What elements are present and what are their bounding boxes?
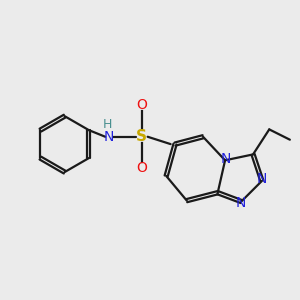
Text: N: N: [236, 196, 247, 210]
Text: H: H: [102, 118, 112, 131]
Text: N: N: [103, 130, 114, 144]
Text: O: O: [136, 161, 147, 175]
Text: N: N: [257, 172, 267, 186]
Text: O: O: [136, 98, 147, 112]
Text: N: N: [220, 152, 231, 166]
Text: S: S: [136, 129, 147, 144]
